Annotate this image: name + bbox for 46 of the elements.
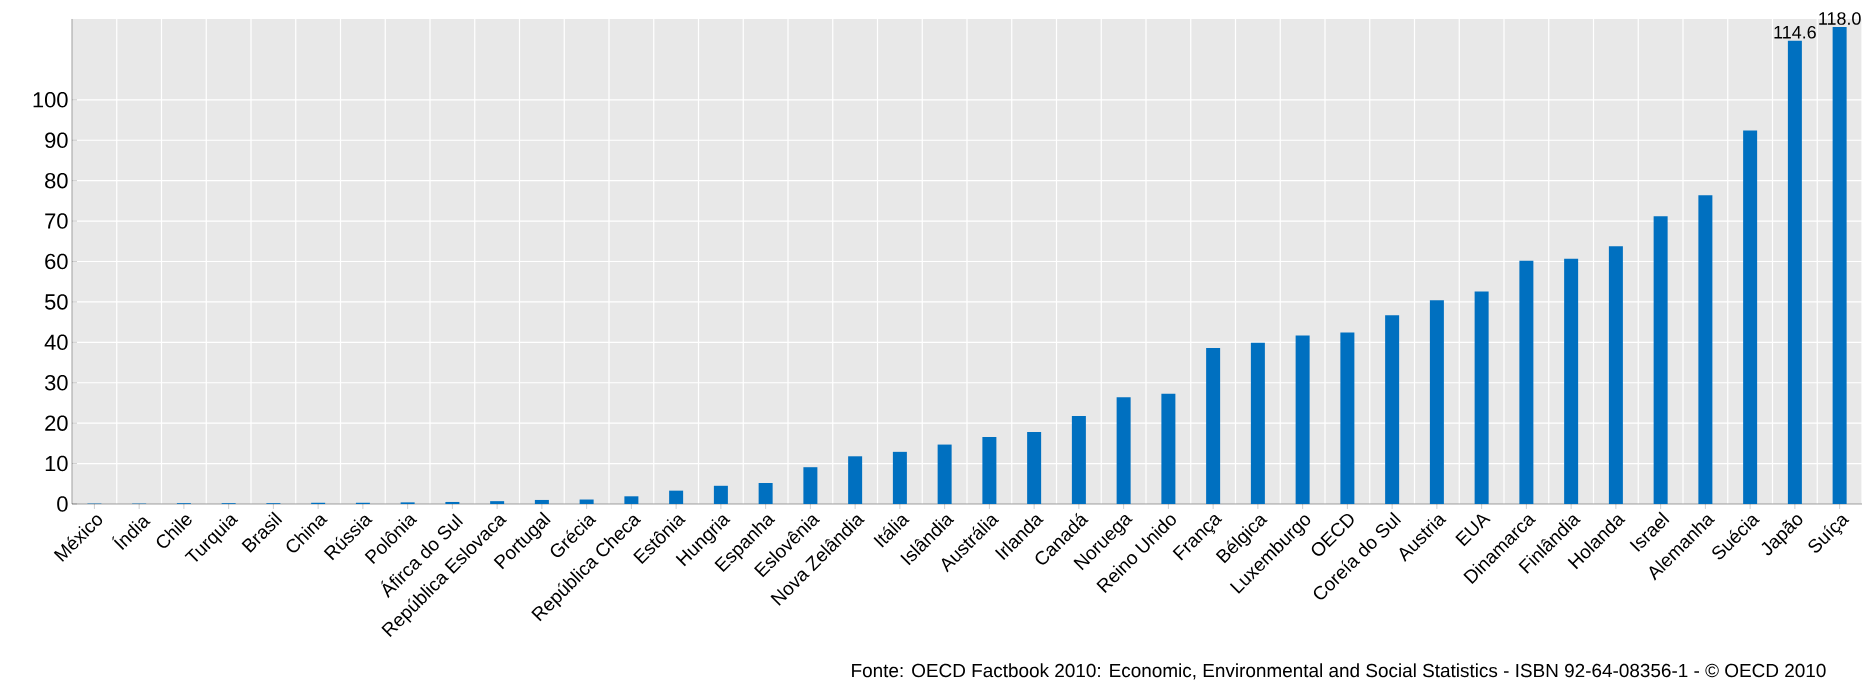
bar (1832, 27, 1847, 504)
y-tick-label: 30 (44, 374, 68, 391)
source-note: Fonte: OECD Factbook 2010: Economic, Environmental and Social Statistics - ISBN 92-64-08356-1 - © OECD 2010 (852, 663, 1826, 680)
bar (1608, 246, 1623, 504)
bar (848, 456, 863, 504)
bar (758, 482, 773, 504)
bar (1385, 315, 1400, 504)
y-tick-label: 50 (44, 294, 68, 310)
bar (1519, 260, 1534, 504)
y-tick-label: 60 (45, 253, 68, 270)
data-label: 118.0 (1819, 12, 1861, 25)
bar (579, 499, 594, 504)
bar (1429, 300, 1444, 504)
bar (1250, 342, 1265, 504)
bar (1295, 335, 1310, 504)
bar (1787, 40, 1802, 504)
bar (1161, 393, 1176, 504)
bar (1564, 258, 1579, 504)
bar (892, 451, 907, 504)
y-tick-label: 100 (33, 92, 68, 108)
bar (1698, 195, 1713, 504)
bar (982, 436, 997, 504)
bar (1071, 415, 1086, 504)
bar (490, 501, 505, 504)
bar (937, 444, 952, 504)
bar (534, 499, 549, 504)
y-tick-label: 40 (44, 334, 68, 351)
bar (1743, 130, 1758, 504)
y-tick-label: 0 (57, 496, 68, 512)
y-tick-label: 10 (45, 455, 68, 472)
y-tick-label: 80 (45, 172, 68, 189)
bar (1340, 332, 1355, 504)
bar (713, 485, 728, 504)
data-label: 114.6 (1774, 25, 1816, 39)
y-tick-label: 20 (45, 415, 68, 431)
bar (1206, 347, 1221, 504)
bar (445, 501, 460, 504)
bar (669, 490, 684, 504)
bar (1116, 397, 1131, 504)
bar (803, 467, 818, 504)
bar (1474, 291, 1489, 504)
y-tick-label: 70 (45, 213, 68, 229)
bar (1027, 432, 1042, 504)
bar (624, 496, 639, 504)
bar (1653, 216, 1668, 504)
y-tick-label: 90 (45, 132, 68, 148)
